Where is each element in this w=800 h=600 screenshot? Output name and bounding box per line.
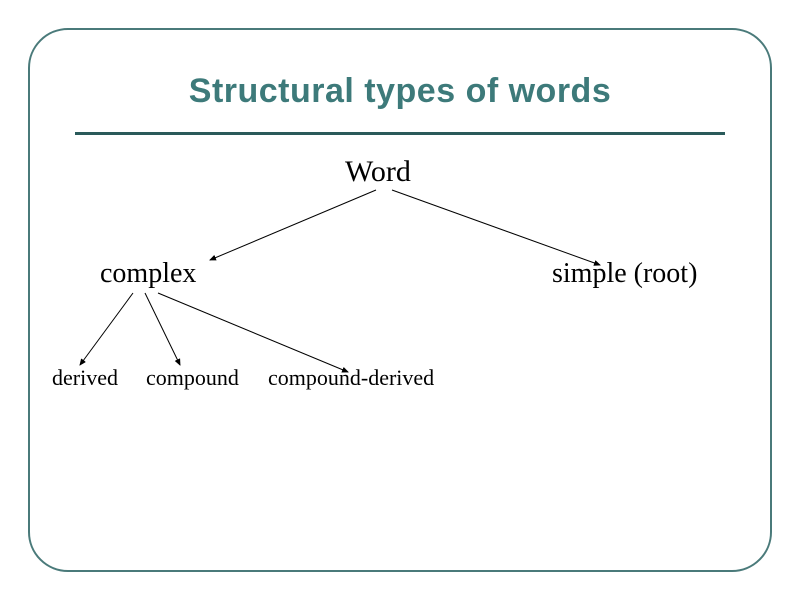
tree-node-compound-derived: compound-derived	[268, 365, 434, 391]
tree-node-compound: compound	[146, 365, 239, 391]
title-underline	[75, 132, 725, 135]
tree-node-simple: simple (root)	[552, 258, 697, 290]
tree-node-complex: complex	[100, 258, 196, 290]
tree-node-derived: derived	[52, 365, 118, 391]
diagram-title: Structural types of words	[0, 72, 800, 111]
tree-node-root: Word	[345, 155, 411, 189]
